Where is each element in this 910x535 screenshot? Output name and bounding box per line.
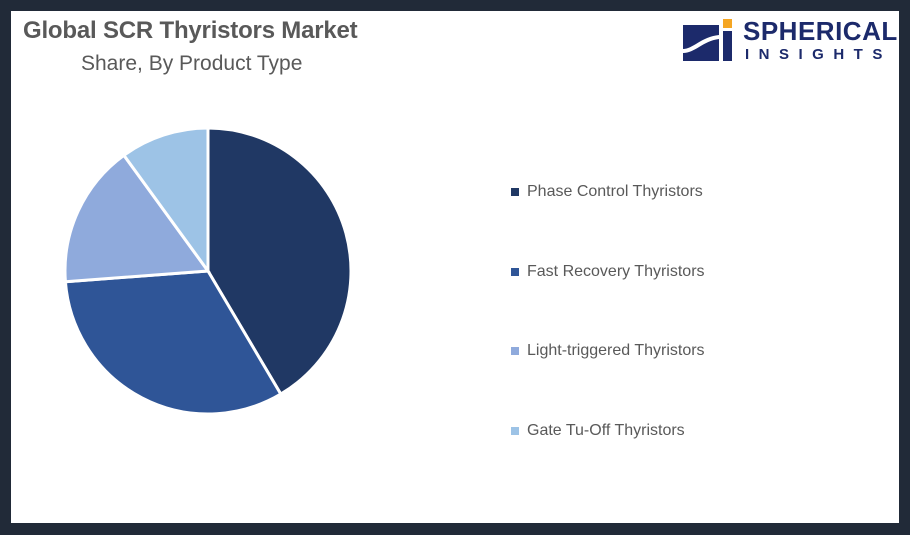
pie-slice-fast-recovery-thyristors (63, 269, 283, 416)
logo-text-insights: INSIGHTS (745, 46, 892, 63)
spherical-insights-logo: SPHERICAL INSIGHTS (681, 15, 901, 65)
pie-chart (63, 126, 353, 416)
chart-card: Global SCR Thyristors Market Share, By P… (11, 11, 899, 523)
legend-swatch-icon (511, 268, 519, 276)
legend-item-gate-turn-off: Gate Tu-Off Thyristors (511, 422, 685, 440)
logo-mark-icon (683, 19, 732, 61)
pie-slice-light-triggered-thyristors (63, 153, 211, 284)
logo-text-spherical: SPHERICAL (743, 16, 898, 46)
legend-label: Gate Tu-Off Thyristors (527, 422, 685, 439)
legend-label: Phase Control Thyristors (527, 183, 703, 200)
legend-item-fast-recovery: Fast Recovery Thyristors (511, 263, 705, 281)
legend-label: Fast Recovery Thyristors (527, 263, 705, 280)
legend-item-phase-control: Phase Control Thyristors (511, 183, 703, 201)
legend-label: Light-triggered Thyristors (527, 342, 705, 359)
chart-title: Global SCR Thyristors Market (23, 17, 358, 44)
chart-subtitle: Share, By Product Type (81, 52, 303, 75)
legend-swatch-icon (511, 427, 519, 435)
legend-swatch-icon (511, 347, 519, 355)
pie-slice-phase-control-thyristors (206, 126, 353, 397)
legend-item-light-triggered: Light-triggered Thyristors (511, 342, 705, 360)
pie-slice-gate-tu-off-thyristors (121, 126, 210, 276)
legend-swatch-icon (511, 188, 519, 196)
